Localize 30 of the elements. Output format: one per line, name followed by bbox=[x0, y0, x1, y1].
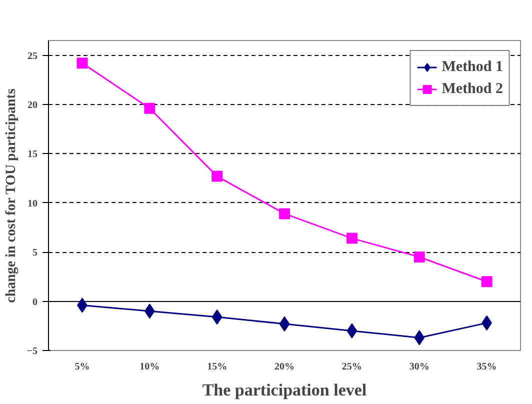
y-tick-label: 0 bbox=[32, 296, 38, 308]
point bbox=[212, 170, 223, 182]
point bbox=[76, 58, 88, 69]
point bbox=[346, 232, 358, 244]
y-axis-title: change in cost for TOU participants bbox=[4, 88, 19, 303]
point bbox=[279, 208, 290, 220]
y-tick-label: −5 bbox=[26, 346, 38, 357]
x-tick-label: 35% bbox=[476, 362, 497, 372]
y-tick-label: 5 bbox=[32, 248, 38, 259]
x-tick-label: 15% bbox=[207, 362, 228, 372]
x-tick-label: 10% bbox=[140, 362, 160, 372]
x-tick-label: 30% bbox=[409, 362, 430, 372]
point bbox=[212, 310, 222, 325]
x-tick-label: 20% bbox=[274, 362, 294, 372]
x-tick-label: 25% bbox=[342, 362, 362, 372]
legend-label: Method 2 bbox=[442, 80, 503, 98]
y-tick-label: 10 bbox=[28, 198, 38, 210]
point bbox=[414, 252, 425, 263]
point bbox=[346, 323, 358, 338]
x-tick-label: 5% bbox=[74, 362, 90, 372]
point bbox=[481, 276, 492, 288]
x-axis-title: The participation level bbox=[202, 380, 367, 400]
legend-label: Method 1 bbox=[442, 58, 503, 76]
point bbox=[414, 330, 425, 346]
point bbox=[144, 102, 156, 114]
y-tick-label: 15 bbox=[28, 149, 38, 160]
point bbox=[144, 304, 155, 319]
point bbox=[279, 316, 290, 332]
y-tick-label: 25 bbox=[28, 50, 38, 62]
y-tick-label: 20 bbox=[28, 100, 38, 111]
